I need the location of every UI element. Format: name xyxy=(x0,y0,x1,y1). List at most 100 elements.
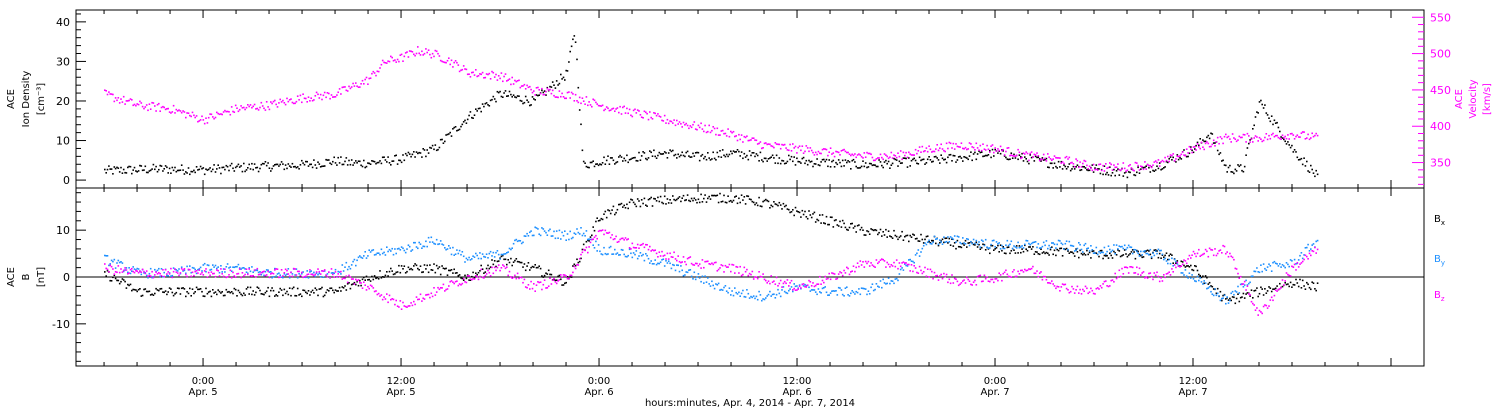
density-point xyxy=(326,159,329,161)
field-point-bx xyxy=(707,197,709,200)
field-point-by xyxy=(417,247,419,250)
field-point-bx xyxy=(607,209,609,211)
field-point-by xyxy=(291,273,294,275)
field-point-by xyxy=(976,243,979,246)
field-point-by xyxy=(716,284,719,286)
velocity-point xyxy=(526,84,528,87)
field-point-bx xyxy=(1258,292,1261,295)
field-point-by xyxy=(334,268,337,271)
density-point xyxy=(1306,160,1308,163)
velocity-point xyxy=(460,69,462,72)
field-point-bx xyxy=(1316,282,1319,284)
field-point-by xyxy=(143,272,145,274)
field-point-by xyxy=(1087,247,1089,249)
velocity-point xyxy=(763,142,766,145)
field-point-bx xyxy=(1038,253,1041,256)
velocity-point xyxy=(657,113,659,115)
field-point-by xyxy=(1171,257,1173,260)
field-point-by xyxy=(217,266,219,268)
density-point xyxy=(375,162,377,165)
density-point xyxy=(218,167,221,169)
field-point-bz xyxy=(1203,252,1205,255)
field-point-bx xyxy=(1198,273,1200,276)
density-point xyxy=(438,146,441,149)
field-point-by xyxy=(1221,297,1223,300)
velocity-point xyxy=(1073,166,1076,168)
field-point-by xyxy=(1235,291,1238,293)
velocity-point xyxy=(1141,165,1143,168)
field-point-by xyxy=(365,257,368,259)
field-point-bz xyxy=(301,271,303,274)
field-point-bx xyxy=(476,273,478,276)
field-point-bz xyxy=(1289,275,1292,277)
density-point xyxy=(1222,159,1224,162)
field-point-bz xyxy=(897,267,899,270)
field-point-bx xyxy=(329,287,331,290)
field-point-by xyxy=(278,272,280,274)
velocity-point xyxy=(1191,151,1193,154)
field-point-bx xyxy=(182,287,184,289)
field-point-by xyxy=(562,234,565,237)
density-point xyxy=(133,166,136,169)
density-point xyxy=(437,148,439,151)
field-point-bz xyxy=(426,293,428,296)
field-point-by xyxy=(156,269,159,272)
field-point-bx xyxy=(775,203,778,206)
density-point xyxy=(151,168,153,170)
density-point xyxy=(1238,165,1241,168)
field-point-bz xyxy=(1118,269,1121,272)
field-point-bz xyxy=(766,282,768,284)
velocity-point xyxy=(632,109,635,112)
field-point-by xyxy=(833,290,836,292)
density-point xyxy=(213,164,215,166)
density-point xyxy=(1017,158,1019,161)
velocity-point xyxy=(786,149,789,151)
velocity-point xyxy=(959,146,961,148)
field-point-by xyxy=(479,252,481,254)
field-point-bx xyxy=(558,274,561,277)
field-point-bx xyxy=(384,274,387,277)
velocity-point xyxy=(1284,135,1286,138)
density-point xyxy=(367,162,369,164)
field-point-bx xyxy=(271,287,273,289)
field-point-bz xyxy=(243,275,245,277)
field-point-by xyxy=(730,294,732,296)
field-point-by xyxy=(558,229,561,232)
field-point-bz xyxy=(322,270,325,272)
field-point-bz xyxy=(191,271,194,274)
density-point xyxy=(1110,174,1112,177)
field-point-bz xyxy=(1142,271,1145,273)
density-point xyxy=(593,165,596,168)
velocity-point xyxy=(1204,142,1207,145)
density-point xyxy=(1246,147,1249,149)
density-point xyxy=(708,157,710,159)
velocity-point xyxy=(234,104,237,107)
field-point-bz xyxy=(1032,265,1034,268)
velocity-point xyxy=(941,148,944,150)
velocity-point xyxy=(854,153,856,155)
field-point-bx xyxy=(1215,292,1218,295)
field-point-by xyxy=(851,290,853,292)
field-point-bx xyxy=(340,290,342,292)
velocity-point xyxy=(469,76,472,78)
field-point-bz xyxy=(545,287,547,289)
density-point xyxy=(388,162,391,164)
field-point-bx xyxy=(198,288,201,291)
field-point-bz xyxy=(1188,254,1191,257)
field-point-by xyxy=(1306,246,1308,249)
field-point-by xyxy=(256,269,259,272)
field-point-bz xyxy=(352,278,354,280)
velocity-point xyxy=(554,96,557,98)
velocity-point xyxy=(1249,141,1251,143)
field-point-bz xyxy=(657,256,659,258)
field-point-bz xyxy=(523,278,526,281)
velocity-point xyxy=(614,110,616,112)
field-point-by xyxy=(408,245,411,248)
field-point-bz xyxy=(234,276,237,278)
velocity-point xyxy=(580,102,582,105)
velocity-point xyxy=(1129,164,1131,166)
field-point-by xyxy=(769,290,771,293)
field-point-bz xyxy=(581,251,584,254)
field-point-bx xyxy=(1231,296,1234,298)
field-point-bz xyxy=(649,245,651,248)
